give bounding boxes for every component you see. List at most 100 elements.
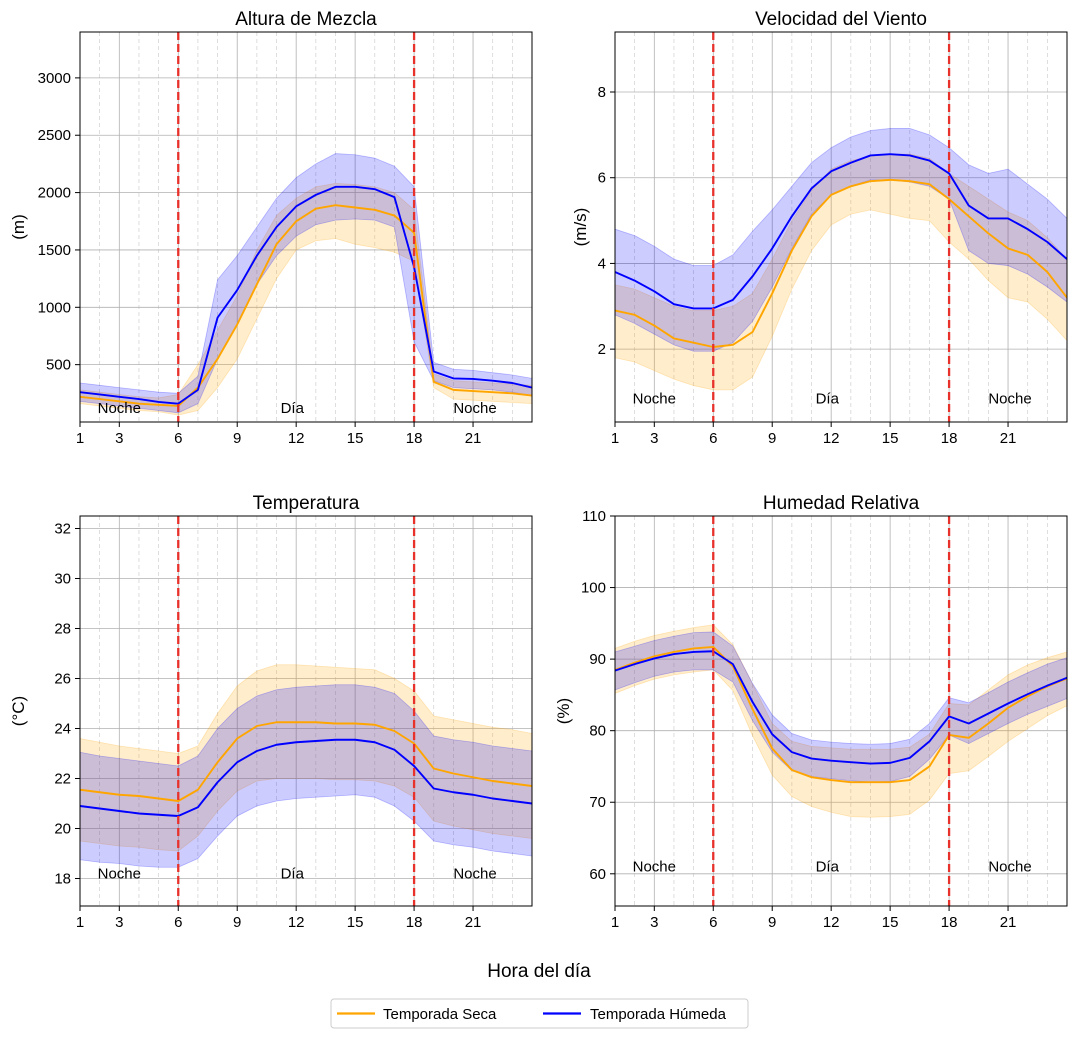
y-axis-label: (m)	[9, 214, 28, 239]
y-tick-label: 24	[54, 721, 71, 738]
x-tick-label: 1	[76, 914, 84, 931]
y-tick-label: 20	[54, 821, 71, 838]
region-label: Noche	[633, 390, 676, 407]
region-label: Noche	[988, 859, 1031, 876]
y-tick-label: 1000	[38, 299, 71, 316]
x-tick-label: 18	[406, 914, 423, 931]
y-tick-label: 2500	[38, 127, 71, 144]
axes-frame	[614, 515, 1068, 907]
y-axis-label: (m/s)	[571, 208, 590, 247]
figure-xlabel: Hora del día	[487, 961, 591, 982]
region-label: Día	[281, 866, 305, 883]
x-tick-label: 15	[882, 914, 899, 931]
x-tick-label: 21	[465, 914, 482, 931]
y-tick-label: 60	[589, 866, 606, 883]
panel-title: Altura de Mezcla	[235, 9, 377, 30]
region-label: Noche	[98, 866, 141, 883]
x-tick-label: 18	[406, 430, 423, 447]
y-tick-label: 32	[54, 521, 71, 538]
legend-label-dry: Temporada Seca	[383, 1006, 497, 1023]
y-tick-label: 30	[54, 571, 71, 588]
x-tick-label: 3	[650, 914, 658, 931]
band-temporada-seca	[615, 624, 1067, 818]
y-tick-label: 6	[598, 170, 606, 187]
x-tick-label: 18	[941, 430, 958, 447]
band-temporada-humeda	[615, 631, 1067, 783]
x-tick-label: 3	[115, 430, 123, 447]
region-label: Noche	[453, 866, 496, 883]
x-tick-label: 12	[823, 430, 840, 447]
plot-area	[80, 32, 532, 422]
x-tick-label: 18	[941, 914, 958, 931]
panel-temperatura: Noche Día Noche 1 3 6 9 12 15 18 21 18 20 22 24 26 28 30 3…	[9, 493, 533, 931]
y-tick-label: 18	[54, 871, 71, 888]
x-tick-label: 3	[650, 430, 658, 447]
band-temporada-humeda	[80, 684, 532, 868]
x-tick-label: 21	[1000, 430, 1017, 447]
y-tick-label: 1500	[38, 242, 71, 259]
y-tick-label: 8	[598, 84, 606, 101]
region-label: Noche	[633, 859, 676, 876]
y-tick-label: 4	[598, 255, 606, 272]
plot-area	[615, 32, 1067, 422]
legend-label-wet: Temporada Húmeda	[590, 1006, 727, 1023]
x-tick-label: 15	[347, 430, 364, 447]
y-tick-label: 2000	[38, 185, 71, 202]
x-tick-label: 9	[233, 914, 241, 931]
y-axis-label: (°C)	[9, 696, 28, 726]
x-tick-label: 9	[768, 914, 776, 931]
band-temporada-seca	[80, 664, 532, 852]
x-tick-label: 6	[709, 430, 717, 447]
x-tick-label: 15	[882, 430, 899, 447]
y-tick-label: 90	[589, 651, 606, 668]
series-line-temporada-seca	[80, 721, 532, 802]
y-tick-label: 80	[589, 723, 606, 740]
x-tick-label: 9	[233, 430, 241, 447]
y-tick-label: 26	[54, 671, 71, 688]
band-temporada-seca	[615, 153, 1067, 391]
series-line-temporada-humeda	[80, 185, 532, 405]
y-tick-label: 22	[54, 771, 71, 788]
x-tick-label: 9	[768, 430, 776, 447]
x-tick-label: 1	[76, 430, 84, 447]
x-tick-label: 1	[611, 430, 619, 447]
x-tick-label: 6	[174, 430, 182, 447]
region-label: Día	[816, 859, 840, 876]
series-line-temporada-seca	[615, 646, 1067, 784]
panel-title: Temperatura	[253, 493, 360, 514]
plot-area	[80, 516, 532, 906]
series-line-temporada-humeda	[80, 738, 532, 817]
y-tick-label: 70	[589, 794, 606, 811]
y-tick-label: 110	[582, 508, 606, 525]
y-tick-label: 28	[54, 621, 71, 638]
panel-humedad-relativa: Noche Día Noche 1 3 6 9 12 15 18 21 60 70 80 90 100 110 H…	[554, 493, 1068, 931]
axes-frame	[614, 31, 1068, 423]
x-tick-label: 3	[115, 914, 123, 931]
x-tick-label: 21	[1000, 914, 1017, 931]
axes-frame	[79, 31, 533, 423]
region-label: Día	[816, 390, 840, 407]
panel-altura-de-mezcla: Noche Día Noche 1 3 6 9 12 15 18 21 500 1000 1500 2000…	[9, 9, 533, 447]
plot-area	[615, 516, 1067, 906]
series-line-temporada-humeda	[615, 650, 1067, 765]
y-tick-label: 3000	[38, 70, 71, 87]
region-label: Noche	[98, 400, 141, 417]
x-tick-label: 12	[288, 430, 305, 447]
series-line-temporada-humeda	[615, 153, 1067, 310]
series-line-temporada-seca	[615, 178, 1067, 348]
axes-frame	[79, 515, 533, 907]
y-tick-label: 2	[598, 341, 606, 358]
region-label: Noche	[453, 400, 496, 417]
x-tick-label: 6	[709, 914, 717, 931]
legend: Temporada Seca Temporada Húmeda	[330, 998, 749, 1029]
x-tick-label: 15	[347, 914, 364, 931]
legend-box	[330, 998, 749, 1029]
panel-title: Humedad Relativa	[763, 493, 920, 514]
series-line-temporada-seca	[80, 204, 532, 407]
x-tick-label: 12	[823, 914, 840, 931]
x-tick-label: 21	[465, 430, 482, 447]
panel-title: Velocidad del Viento	[755, 9, 927, 30]
x-tick-label: 1	[611, 914, 619, 931]
y-tick-label: 500	[46, 357, 71, 374]
